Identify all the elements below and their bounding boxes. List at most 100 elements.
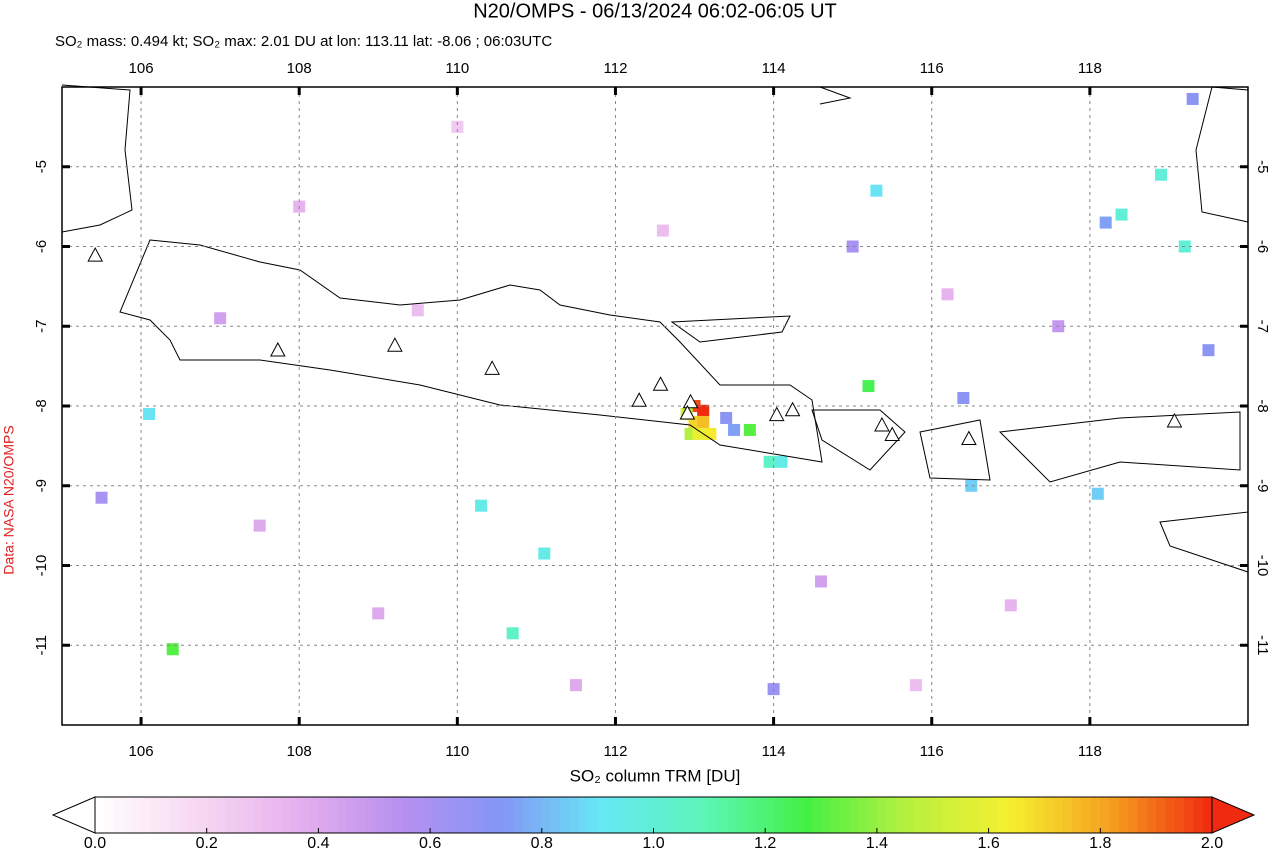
colorbar-swatch bbox=[1174, 797, 1185, 833]
colorbar-swatch bbox=[327, 797, 338, 833]
colorbar-swatch bbox=[1025, 797, 1036, 833]
so2-pixel bbox=[743, 423, 756, 436]
coast-lombok bbox=[919, 419, 991, 481]
colorbar-swatch bbox=[392, 797, 403, 833]
colorbar-tick-label: 0.8 bbox=[531, 835, 553, 852]
colorbar-swatch bbox=[1053, 797, 1064, 833]
so2-pixel bbox=[862, 380, 875, 393]
so2-pixel bbox=[538, 547, 551, 560]
volcano-marker bbox=[631, 392, 648, 407]
x-tick-label: 116 bbox=[920, 743, 944, 760]
colorbar-swatch bbox=[513, 797, 524, 833]
colorbar-swatch bbox=[430, 797, 441, 833]
colorbar-swatch bbox=[932, 797, 943, 833]
colorbar-swatch bbox=[476, 797, 487, 833]
colorbar-swatch bbox=[625, 797, 636, 833]
colorbar-swatch bbox=[402, 797, 413, 833]
so2-pixel bbox=[697, 404, 710, 417]
colorbar-swatch bbox=[290, 797, 301, 833]
colorbar-swatch bbox=[1016, 797, 1027, 833]
so2-pixel bbox=[451, 120, 464, 133]
colorbar-swatch bbox=[1063, 797, 1073, 833]
volcano-marker bbox=[784, 401, 801, 417]
colorbar-swatch bbox=[1156, 797, 1167, 833]
colorbar-swatch bbox=[1100, 797, 1111, 833]
y-tick-label: -6 bbox=[1254, 240, 1271, 253]
colorbar-swatch bbox=[1035, 797, 1046, 833]
colorbar-swatch bbox=[951, 797, 962, 833]
coast-bali bbox=[811, 409, 906, 471]
colorbar-swatch bbox=[113, 797, 124, 833]
coast-sumbawa bbox=[998, 411, 1241, 483]
colorbar-label: SO₂ column TRM [DU] bbox=[570, 766, 741, 785]
so2-pixel bbox=[692, 427, 705, 440]
colorbar-swatch bbox=[541, 797, 552, 833]
so2-pixel bbox=[728, 423, 741, 436]
colorbar-swatch bbox=[942, 797, 952, 833]
coast-sumatra bbox=[61, 84, 133, 233]
so2-pixel bbox=[815, 575, 828, 588]
so2-pixel bbox=[965, 479, 978, 492]
colorbar-swatch bbox=[225, 797, 236, 833]
y-tick-label: -5 bbox=[1254, 160, 1271, 173]
volcano-marker bbox=[682, 393, 699, 409]
colorbar-swatch bbox=[811, 797, 822, 833]
y-tick-label: -5 bbox=[33, 160, 50, 173]
colorbar-swatch bbox=[774, 797, 785, 833]
volcano-marker bbox=[768, 406, 785, 422]
so2-pixel bbox=[95, 491, 108, 504]
y-tick-label: -8 bbox=[1254, 399, 1271, 412]
x-tick-label: 114 bbox=[762, 60, 786, 77]
colorbar-swatch bbox=[755, 797, 766, 833]
volcano-marker bbox=[652, 376, 669, 391]
colorbar-swatch bbox=[746, 797, 757, 833]
colorbar-swatch bbox=[1184, 797, 1194, 833]
y-tick-label: -10 bbox=[1254, 555, 1271, 577]
coast-java bbox=[119, 239, 823, 463]
colorbar-swatch bbox=[95, 797, 105, 833]
colorbar-swatch bbox=[1118, 797, 1129, 833]
colorbar-swatch bbox=[848, 797, 859, 833]
colorbar-swatch bbox=[169, 797, 180, 833]
colorbar-swatch bbox=[206, 797, 217, 833]
colorbar-swatch bbox=[690, 797, 701, 833]
so2-pixel bbox=[142, 407, 155, 420]
x-tick-label: 118 bbox=[1078, 743, 1102, 760]
y-tick-label: -11 bbox=[33, 635, 50, 656]
so2-pixel bbox=[253, 519, 266, 532]
colorbar-swatch bbox=[364, 797, 375, 833]
colorbar-swatch bbox=[132, 797, 143, 833]
colorbar-swatch bbox=[560, 797, 571, 833]
x-tick-label: 108 bbox=[287, 743, 312, 760]
volcano-marker bbox=[270, 341, 286, 357]
colorbar-swatch bbox=[653, 797, 664, 833]
colorbar-swatch bbox=[802, 797, 813, 833]
colorbar-swatch bbox=[197, 797, 208, 833]
colorbar-swatch bbox=[597, 797, 608, 833]
colorbar-swatch bbox=[160, 797, 171, 833]
colorbar-swatch bbox=[821, 797, 831, 833]
colorbar-swatch bbox=[569, 797, 580, 833]
colorbar-swatch bbox=[243, 797, 254, 833]
colorbar-swatch bbox=[439, 797, 450, 833]
colorbar-swatch bbox=[281, 797, 292, 833]
colorbar-swatch bbox=[122, 797, 133, 833]
y-tick-label: -7 bbox=[1254, 320, 1271, 333]
colorbar-swatch bbox=[262, 797, 273, 833]
volcano-marker bbox=[87, 247, 104, 262]
x-tick-label: 110 bbox=[445, 60, 469, 77]
so2-pixel bbox=[1115, 208, 1128, 221]
x-tick-label: 112 bbox=[604, 743, 628, 760]
volcano-marker bbox=[961, 430, 977, 445]
colorbar-swatch bbox=[579, 797, 589, 833]
colorbar-swatch bbox=[662, 797, 673, 833]
x-tick-label: 110 bbox=[445, 743, 469, 760]
y-tick-label: -8 bbox=[33, 399, 50, 412]
so2-pixel bbox=[763, 455, 776, 468]
colorbar-tick-label: 0.0 bbox=[84, 835, 106, 852]
so2-pixel bbox=[957, 392, 970, 405]
colorbar-swatch bbox=[551, 797, 562, 833]
colorbar-swatch bbox=[914, 797, 925, 833]
colorbar-swatch bbox=[783, 797, 794, 833]
so2-pixel bbox=[720, 411, 733, 424]
